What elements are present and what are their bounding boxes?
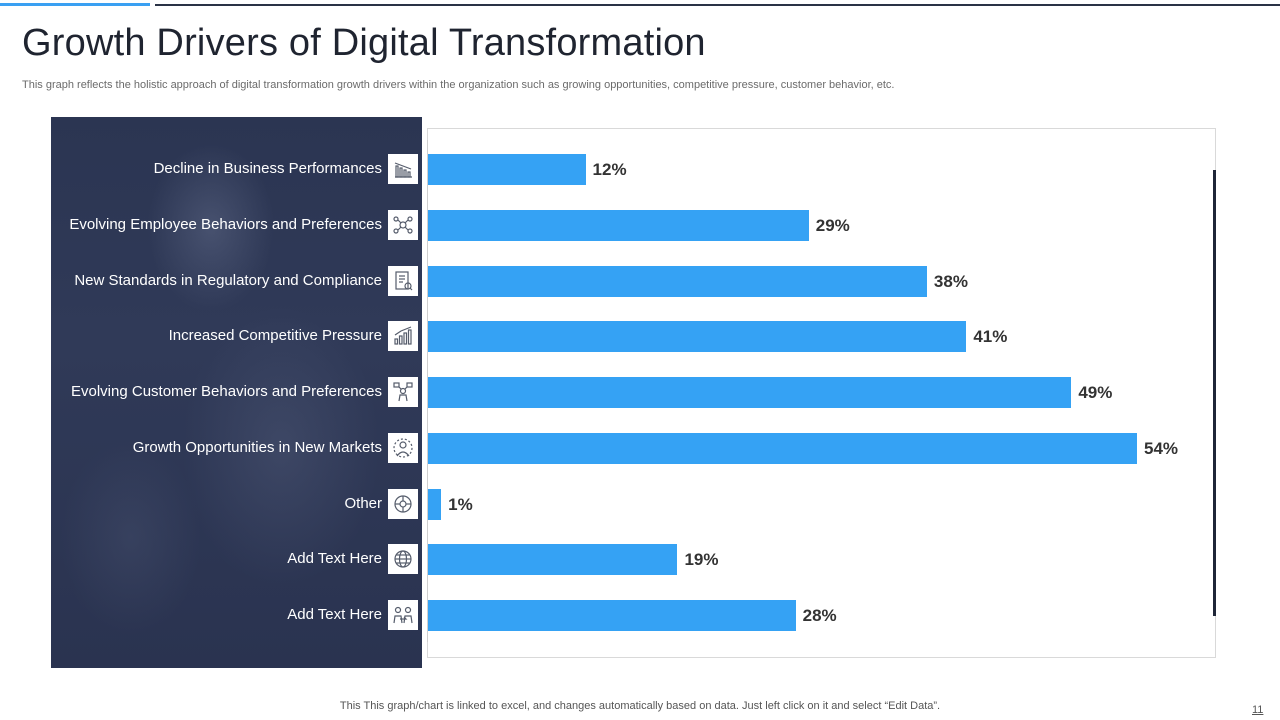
bar-value-label: 1% [448, 494, 473, 514]
bar-value-label: 12% [592, 160, 627, 179]
globe-icon [388, 544, 418, 575]
category-label: Add Text Here [287, 606, 382, 623]
bar[interactable] [428, 321, 967, 353]
bar[interactable] [428, 432, 1137, 464]
rising-bar-chart-icon [388, 321, 418, 352]
category-label: Evolving Customer Behaviors and Preferen… [71, 383, 382, 400]
category-label: Add Text Here [287, 550, 382, 568]
bar-value-label: 19% [684, 550, 719, 570]
page-number[interactable]: 11 [1252, 704, 1264, 716]
bar-value-label: 38% [933, 271, 968, 291]
category-image-panel [51, 117, 422, 668]
category-label: New Standards in Regulatory and Complian… [74, 271, 382, 289]
category-axis-line [427, 140, 428, 642]
header-accent-line [0, 3, 150, 6]
category-label: Increased Competitive Pressure [168, 327, 382, 345]
other-network-icon [388, 488, 418, 519]
people-exchange-icon [388, 600, 418, 630]
chart-right-accent-bar [1213, 170, 1216, 616]
page-subtitle: This graph reflects the holistic approac… [22, 79, 895, 91]
bar[interactable] [428, 544, 678, 576]
employee-network-icon [388, 209, 418, 240]
page-title: Growth Drivers of Digital Transformation [22, 22, 706, 64]
growth-person-icon [388, 432, 418, 463]
footer-note: This This graph/chart is linked to excel… [339, 700, 941, 712]
customer-behavior-icon [388, 377, 418, 407]
header-divider-line [155, 4, 1280, 6]
bar-value-label: 29% [815, 215, 850, 235]
bar[interactable] [428, 488, 442, 520]
bar[interactable] [428, 265, 927, 297]
declining-chart-icon [388, 154, 418, 184]
category-label: Other [344, 494, 382, 512]
bar[interactable] [428, 377, 1072, 408]
category-label: Evolving Employee Behaviors and Preferen… [69, 215, 382, 233]
compliance-document-icon [388, 265, 418, 296]
bar-value-label: 54% [1144, 438, 1179, 458]
category-label: Decline in Business Performances [153, 160, 382, 177]
bar-value-label: 49% [1078, 383, 1113, 402]
category-label: Growth Opportunities in New Markets [132, 438, 382, 456]
bar-value-label: 41% [973, 327, 1008, 347]
bar[interactable] [428, 600, 796, 631]
bar[interactable] [428, 209, 809, 241]
bar[interactable] [428, 154, 586, 185]
bar-value-label: 28% [802, 606, 837, 625]
